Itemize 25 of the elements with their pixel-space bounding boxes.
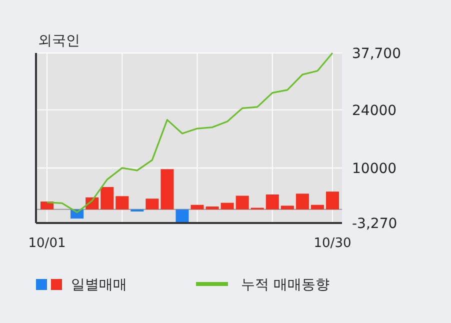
- bar: [206, 206, 219, 210]
- bar: [100, 187, 114, 210]
- bar: [236, 196, 249, 210]
- bar: [130, 209, 144, 212]
- legend-label: 누적 매매동향: [241, 277, 330, 293]
- legend-label: 일별매매: [71, 277, 127, 293]
- bar: [266, 194, 279, 210]
- bar: [296, 194, 309, 210]
- bar: [116, 196, 129, 210]
- y-tick-label: 37,700: [352, 46, 401, 62]
- chart-title: 외국인: [38, 33, 80, 49]
- bar: [176, 209, 189, 223]
- y-tick-label: 10000: [352, 160, 397, 177]
- x-tick-label: 10/01: [28, 236, 66, 251]
- bar: [220, 202, 234, 210]
- bar: [190, 204, 204, 210]
- line-series: [46, 52, 334, 214]
- y-tick-label: 24000: [352, 102, 397, 119]
- bar: [310, 204, 324, 210]
- bar: [160, 169, 174, 210]
- x-tick-label: 10/30: [314, 236, 352, 251]
- bar: [326, 192, 339, 210]
- y-tick-label: -3,270: [352, 216, 398, 232]
- bar: [280, 206, 294, 210]
- bar: [146, 198, 159, 210]
